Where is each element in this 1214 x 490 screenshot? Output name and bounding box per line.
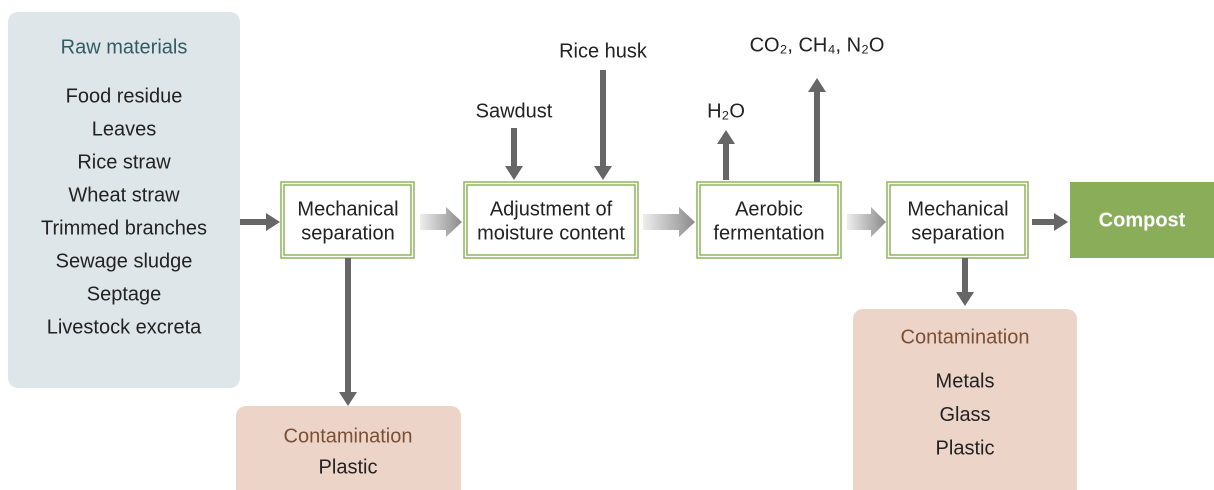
raw-item: Trimmed branches bbox=[41, 217, 207, 239]
raw-item: Rice straw bbox=[77, 151, 171, 173]
contamination-box bbox=[236, 406, 461, 490]
step-label: moisture content bbox=[477, 222, 625, 244]
raw-item: Livestock excreta bbox=[47, 316, 202, 338]
compost-box bbox=[1070, 182, 1214, 258]
step-label: separation bbox=[911, 222, 1004, 244]
raw-item: Leaves bbox=[92, 118, 157, 140]
contamination-item: Glass bbox=[939, 404, 990, 426]
contamination-item: Metals bbox=[936, 370, 995, 392]
output: H₂O bbox=[707, 100, 745, 122]
raw-item: Food residue bbox=[66, 85, 183, 107]
contamination-item: Plastic bbox=[319, 456, 378, 478]
output: CO₂, CH₄, N₂O bbox=[750, 34, 885, 56]
step-label: Mechanical bbox=[297, 198, 398, 220]
input: Sawdust bbox=[476, 100, 553, 122]
arrows bbox=[240, 70, 1068, 406]
contamination-title: Contamination bbox=[284, 425, 413, 447]
step-label: Mechanical bbox=[907, 198, 1008, 220]
step-label: Aerobic bbox=[735, 198, 803, 220]
step-label: fermentation bbox=[713, 222, 824, 244]
step-boxes bbox=[280, 181, 1029, 259]
step-label: separation bbox=[301, 222, 394, 244]
raw-title: Raw materials bbox=[61, 36, 188, 58]
contamination-box bbox=[853, 309, 1077, 490]
raw-item: Wheat straw bbox=[68, 184, 180, 206]
contamination-title: Contamination bbox=[901, 326, 1030, 348]
product: Compost bbox=[1099, 209, 1186, 231]
raw-box bbox=[8, 12, 240, 388]
step-label: Adjustment of bbox=[490, 198, 613, 220]
flow-arrows bbox=[420, 207, 886, 237]
input: Rice husk bbox=[559, 40, 648, 62]
raw-item: Septage bbox=[87, 283, 162, 305]
contamination-item: Plastic bbox=[936, 437, 995, 459]
raw-item: Sewage sludge bbox=[56, 250, 193, 272]
